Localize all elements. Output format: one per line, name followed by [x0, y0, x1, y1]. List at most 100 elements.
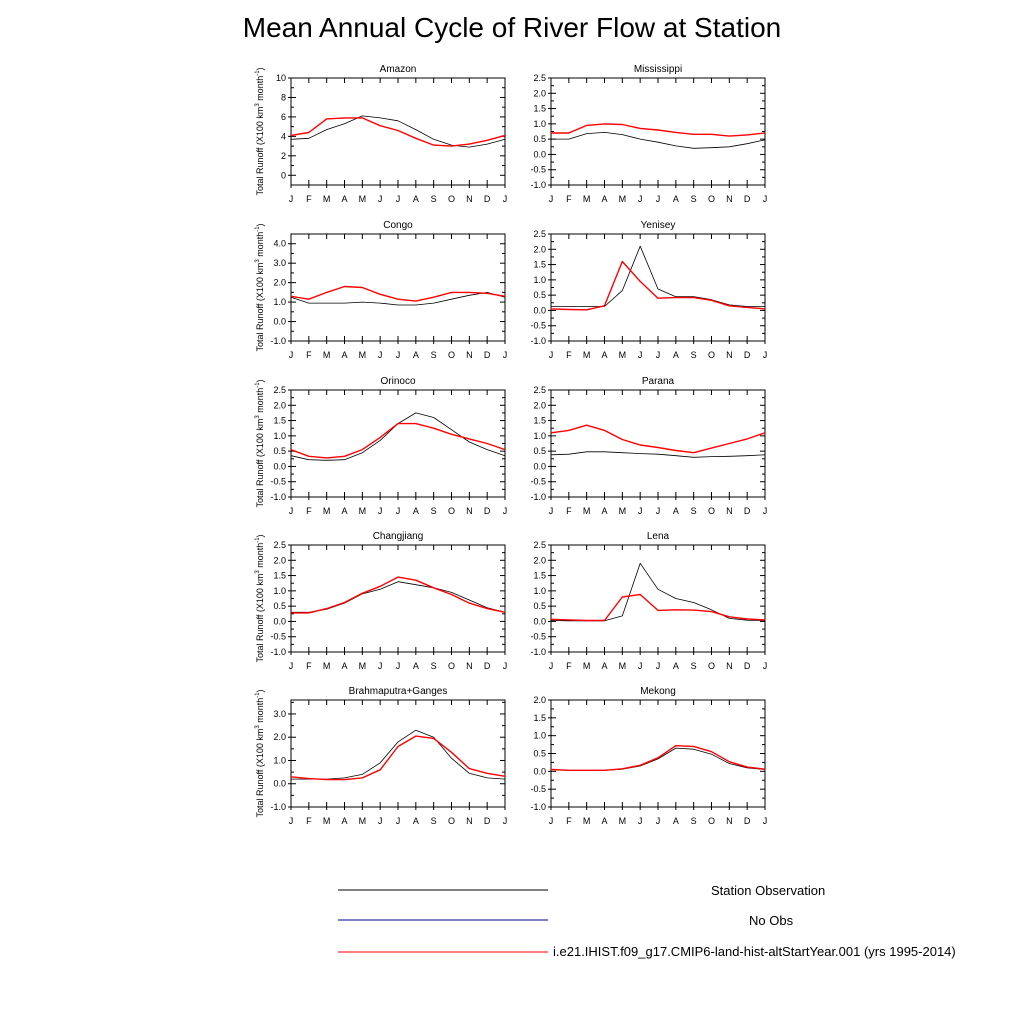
x-tick-label: D	[744, 350, 751, 360]
x-tick-label: A	[673, 816, 679, 826]
plot-frame-mississippi	[550, 77, 766, 186]
y-tick-label: 1.5	[533, 571, 546, 581]
x-tick-label: J	[549, 506, 554, 516]
x-tick-label: J	[503, 661, 508, 671]
series-line-observation-brahmaputra-ganges	[291, 729, 506, 780]
x-tick-label: A	[673, 661, 679, 671]
y-axis-label-part: )	[255, 534, 265, 537]
x-tick-label: M	[359, 194, 367, 204]
x-tick-label: S	[691, 194, 697, 204]
y-axis-label-part: Total Runoff (X100 km	[255, 263, 265, 352]
y-axis-label-part: month	[255, 232, 265, 260]
x-tick-label: S	[431, 661, 437, 671]
y-tick-label: 1.5	[533, 104, 546, 114]
y-tick-label: 3.0	[273, 709, 286, 719]
y-axis-label-part: Total Runoff (X100 km	[255, 107, 265, 196]
x-tick-label: M	[323, 194, 331, 204]
y-tick-label: 2.0	[533, 555, 546, 565]
y-tick-label: 0.5	[273, 446, 286, 456]
x-tick-label: J	[549, 194, 554, 204]
x-tick-label: S	[431, 350, 437, 360]
panel-title-orinoco: Orinoco	[380, 376, 415, 387]
y-tick-label: 0.5	[533, 446, 546, 456]
x-tick-label: A	[413, 194, 419, 204]
y-tick-label: 1.0	[533, 119, 546, 129]
y-axis-label-part: month	[255, 388, 265, 416]
x-tick-label: M	[583, 194, 591, 204]
y-tick-label: 8	[281, 92, 286, 102]
x-tick-label: M	[619, 661, 627, 671]
x-tick-label: N	[726, 816, 733, 826]
x-tick-label: N	[466, 816, 473, 826]
x-tick-label: D	[484, 661, 491, 671]
x-tick-label: J	[763, 194, 768, 204]
y-tick-label: 1.0	[273, 431, 286, 441]
legend-label-observation: Station Observation	[711, 883, 826, 898]
x-tick-label: S	[431, 194, 437, 204]
x-tick-label: N	[726, 350, 733, 360]
x-tick-label: F	[566, 506, 572, 516]
y-tick-label: 1.5	[533, 416, 546, 426]
y-tick-label: 2.0	[533, 695, 546, 705]
y-tick-label: 0.0	[273, 616, 286, 626]
x-tick-label: J	[763, 506, 768, 516]
x-tick-label: O	[448, 816, 455, 826]
y-tick-label: -0.5	[530, 632, 546, 642]
series-line-model-lena	[550, 593, 766, 622]
series-line-model-mekong	[550, 745, 766, 771]
plot-frame-parana	[550, 389, 766, 498]
x-tick-label: J	[638, 661, 643, 671]
y-tick-label: 2.0	[273, 278, 286, 288]
x-tick-label: A	[413, 661, 419, 671]
x-tick-label: N	[466, 506, 473, 516]
x-tick-label: J	[378, 661, 383, 671]
y-tick-label: 2	[281, 151, 286, 161]
y-axis-label-part: -1	[255, 226, 261, 232]
x-tick-label: M	[583, 350, 591, 360]
legend-line-model	[338, 951, 548, 953]
x-tick-label: J	[289, 661, 294, 671]
x-tick-label: J	[656, 506, 661, 516]
x-tick-label: J	[656, 350, 661, 360]
x-tick-label: J	[549, 350, 554, 360]
series-line-observation-yenisey	[551, 245, 765, 307]
x-tick-label: D	[744, 816, 751, 826]
y-tick-label: 2.5	[273, 540, 286, 550]
x-tick-label: F	[566, 350, 572, 360]
series-line-model-mississippi	[551, 123, 766, 137]
x-tick-label: J	[638, 350, 643, 360]
y-axis-label-part: )	[255, 67, 265, 70]
y-tick-label: -0.5	[270, 632, 286, 642]
y-tick-label: 0.0	[273, 461, 286, 471]
y-tick-label: -0.5	[530, 477, 546, 487]
y-tick-label: 0.0	[533, 305, 546, 315]
x-tick-label: O	[708, 506, 715, 516]
x-tick-label: M	[619, 350, 627, 360]
x-tick-label: M	[583, 816, 591, 826]
x-tick-label: S	[431, 506, 437, 516]
x-tick-label: N	[466, 350, 473, 360]
x-tick-label: D	[744, 506, 751, 516]
x-tick-label: J	[549, 661, 554, 671]
x-tick-label: N	[466, 661, 473, 671]
y-tick-label: 1.0	[273, 586, 286, 596]
y-tick-label: 0.0	[273, 779, 286, 789]
y-tick-label: -1.0	[270, 647, 286, 657]
x-tick-label: D	[484, 816, 491, 826]
y-axis-label-part: 3	[255, 415, 261, 419]
plot-frame-brahmaputra-ganges	[290, 699, 506, 808]
x-tick-label: J	[638, 506, 643, 516]
y-tick-label: 1.0	[533, 731, 546, 741]
y-tick-label: 2.0	[273, 400, 286, 410]
x-tick-label: M	[619, 194, 627, 204]
plot-frame-lena	[550, 544, 766, 653]
y-tick-label: 0.5	[533, 601, 546, 611]
y-tick-label: -0.5	[530, 784, 546, 794]
y-axis-label-part: -1	[255, 692, 261, 698]
y-tick-label: 1.0	[273, 755, 286, 765]
y-tick-label: -1.0	[270, 336, 286, 346]
